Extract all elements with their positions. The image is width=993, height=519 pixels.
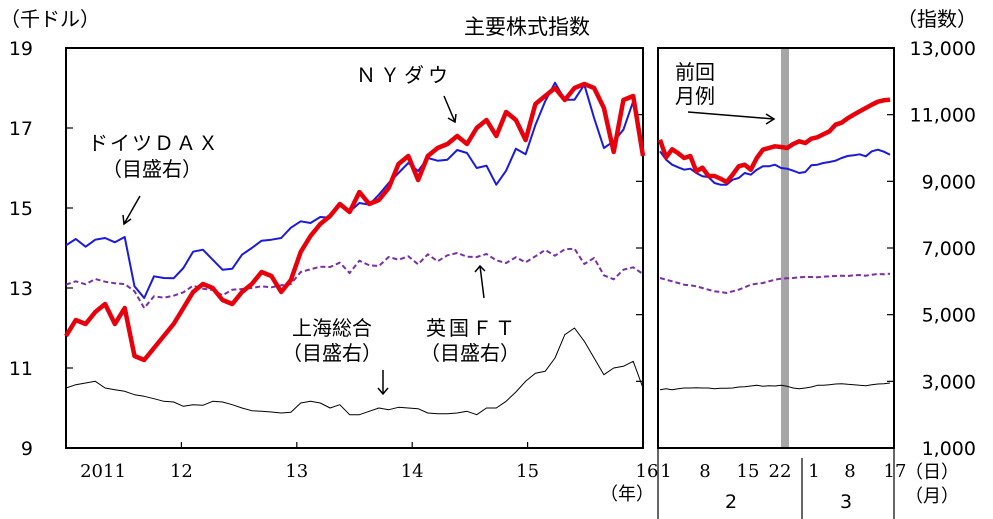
shanghai-arrowhead	[377, 387, 389, 396]
series-line-dax-daily	[659, 148, 891, 186]
x-axis-unit-day: （日）	[905, 462, 959, 483]
shanghai-label: 上海総合	[292, 316, 372, 340]
day-axis-tick-label: 8	[844, 461, 855, 482]
left-axis-tick-label: 15	[9, 198, 33, 220]
left-axis-tick-label: 13	[9, 278, 33, 300]
series-line-ftse-monthly	[65, 247, 644, 309]
month-axis-label: 3	[840, 491, 852, 513]
previous-report-label: 月例	[675, 84, 715, 108]
day-axis-tick-label: 1	[660, 461, 671, 482]
main-plot-frame	[65, 47, 644, 449]
ny-dow-arrowhead	[447, 113, 457, 124]
day-axis-tick-label: 8	[699, 461, 710, 482]
series-line-ny-monthly	[64, 81, 646, 363]
x-axis-tick-label: 16	[636, 461, 659, 482]
x-axis-unit-month: （月）	[905, 486, 959, 507]
ny-dow-label: ＮＹダウ	[356, 63, 452, 87]
series-layer	[64, 81, 891, 416]
annotation-arrows	[122, 95, 776, 396]
dax-arrow	[123, 195, 141, 225]
month-axis-label: 2	[725, 491, 737, 513]
ftse-label: 英国ＦＴ	[426, 316, 518, 340]
x-axis-tick-label: 15	[516, 461, 539, 482]
previous-report-arrowhead	[765, 113, 776, 125]
ftse-arrow	[479, 265, 485, 299]
series-line-shanghai-daily	[659, 382, 891, 391]
right-axis-tick-label: 3,000	[922, 371, 976, 393]
dax-label: ドイツＤＡＸ	[88, 131, 220, 155]
x-axis-tick-label: 14	[401, 461, 424, 482]
ny-dow-arrow	[443, 95, 456, 123]
previous-report-arrow	[687, 111, 775, 120]
series-line-dax-monthly	[65, 81, 644, 299]
dax-axis-note: （目盛右）	[102, 157, 202, 181]
right-axis-unit: （指数）	[897, 7, 977, 31]
right-axis-tick-label: 7,000	[922, 238, 976, 260]
left-axis-tick-label: 9	[21, 438, 33, 460]
left-axis-unit: （千ドル）	[0, 7, 100, 31]
tick-labels: 911131517191,0003,0005,0007,0009,00011,0…	[9, 38, 976, 513]
left-axis-tick-label: 17	[9, 118, 33, 140]
chart-title: 主要株式指数	[464, 15, 590, 39]
ftse-axis-note: （目盛右）	[420, 341, 520, 365]
dax-arrowhead	[122, 214, 132, 226]
series-line-ny-daily	[657, 97, 891, 185]
x-axis-tick-label: 2011	[80, 461, 126, 482]
previous-report-label: 前回	[675, 60, 715, 84]
right-axis-tick-label: 9,000	[922, 171, 976, 193]
right-axis-tick-label: 11,000	[910, 105, 976, 127]
day-axis-tick-label: 1	[808, 461, 819, 482]
x-axis-unit-year: （年）	[600, 484, 654, 505]
right-axis-tick-label: 1,000	[922, 438, 976, 460]
left-axis-tick-label: 19	[9, 38, 33, 60]
ftse-arrowhead	[474, 264, 486, 273]
series-line-ftse-daily	[659, 272, 891, 294]
day-axis-tick-label: 22	[769, 461, 792, 482]
day-axis-tick-label: 15	[737, 461, 760, 482]
shanghai-axis-note: （目盛右）	[282, 341, 382, 365]
day-axis-tick-label: 17	[884, 461, 907, 482]
left-axis-tick-label: 11	[9, 358, 33, 380]
right-axis-tick-label: 13,000	[910, 38, 976, 60]
x-axis-tick-label: 13	[285, 461, 308, 482]
previous-report-marker	[781, 49, 789, 447]
x-axis-tick-label: 12	[170, 461, 193, 482]
series-line-shanghai-monthly	[65, 327, 644, 416]
right-axis-tick-label: 5,000	[922, 305, 976, 327]
axis-ticks	[66, 47, 894, 449]
